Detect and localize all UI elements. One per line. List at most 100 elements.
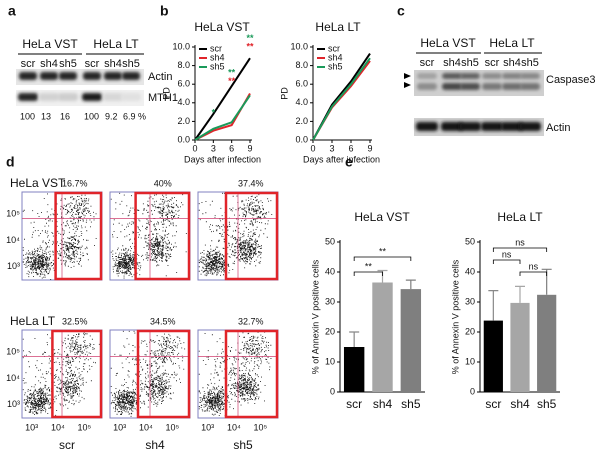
gate bbox=[134, 191, 191, 281]
error-bar bbox=[349, 331, 360, 347]
blot-band bbox=[441, 122, 463, 131]
y-tick-label: 30 bbox=[465, 296, 475, 306]
gate-percentage: 40% bbox=[154, 178, 172, 188]
flow-dots bbox=[198, 330, 272, 417]
y-tick-label: 2.0 bbox=[177, 116, 190, 126]
blot-band bbox=[501, 122, 523, 131]
x-tick-label: sh5 bbox=[401, 397, 421, 411]
significance-mark: ** bbox=[246, 33, 254, 43]
x-axis-tick: 10⁴ bbox=[139, 422, 153, 432]
blot-band bbox=[520, 73, 540, 79]
y-tick-label: 10.0 bbox=[172, 41, 190, 51]
blot-band bbox=[58, 93, 78, 101]
blot-band bbox=[442, 83, 462, 90]
lane-label: scr bbox=[420, 57, 435, 69]
blot-band bbox=[520, 83, 540, 90]
chart-title: HeLa LT bbox=[497, 210, 543, 224]
column-label: scr bbox=[59, 438, 75, 452]
gate bbox=[136, 329, 191, 419]
error-bar bbox=[488, 290, 499, 321]
lane-label: sh5 bbox=[59, 58, 77, 70]
significance-bracket bbox=[492, 247, 548, 252]
series-line bbox=[312, 57, 371, 141]
bar bbox=[400, 289, 422, 392]
error-bar bbox=[515, 285, 525, 303]
x-tick-label: 3 bbox=[211, 143, 216, 153]
column-label: sh5 bbox=[233, 438, 253, 452]
chart-title: HeLa VST bbox=[354, 210, 410, 224]
blot-band bbox=[442, 73, 462, 79]
significance-bracket bbox=[353, 271, 383, 276]
significance-bracket bbox=[519, 271, 548, 276]
error-bar bbox=[405, 279, 416, 290]
x-tick-label: scr bbox=[346, 397, 362, 411]
lane-label: sh4 bbox=[443, 57, 461, 69]
significance-mark: ns bbox=[529, 261, 539, 271]
y-tick-label: 10 bbox=[465, 356, 475, 366]
group-label: HeLa LT bbox=[489, 36, 535, 50]
lane-label: scr bbox=[21, 58, 36, 70]
legend-label: sh5 bbox=[210, 61, 225, 71]
lane-label: sh5 bbox=[122, 58, 140, 70]
x-tick-label: 9 bbox=[367, 143, 372, 153]
y-tick-label: 10 bbox=[325, 356, 335, 366]
x-axis-tick: 10³ bbox=[113, 422, 126, 432]
panel-label: b bbox=[160, 3, 169, 19]
blot-band bbox=[502, 73, 522, 79]
x-axis-tick: 10⁵ bbox=[166, 422, 180, 432]
x-tick-label: 6 bbox=[229, 143, 234, 153]
y-axis-label: % of Annexin V positive cells bbox=[310, 259, 320, 374]
gate-percentage: 16.7% bbox=[62, 178, 88, 188]
y-tick-label: 40 bbox=[465, 266, 475, 276]
chart-title: HeLa LT bbox=[315, 20, 361, 34]
legend-label: sh5 bbox=[328, 61, 343, 71]
significance-bracket bbox=[492, 259, 521, 264]
series-line bbox=[194, 94, 251, 141]
legend-label: scr bbox=[328, 43, 340, 53]
panel-label: a bbox=[8, 3, 16, 19]
blot-band bbox=[19, 72, 37, 80]
legend-label: scr bbox=[210, 43, 222, 53]
x-tick-label: 9 bbox=[247, 143, 252, 153]
bar bbox=[343, 347, 365, 392]
significance-mark: ** bbox=[228, 67, 236, 77]
quant-label: 100 bbox=[84, 111, 99, 121]
lane-label: sh5 bbox=[461, 57, 479, 69]
blot-band bbox=[459, 122, 481, 131]
y-tick-label: 0.0 bbox=[295, 134, 308, 144]
y-tick-label: 0 bbox=[330, 386, 335, 396]
y-tick-label: 30 bbox=[325, 296, 335, 306]
x-tick-label: 6 bbox=[348, 143, 353, 153]
blot-band bbox=[519, 122, 541, 131]
y-tick-label: 6.0 bbox=[177, 79, 190, 89]
flow-dots bbox=[110, 192, 187, 279]
gate bbox=[224, 329, 279, 419]
significance-mark: ** bbox=[365, 261, 373, 271]
band-label: Actin bbox=[148, 71, 172, 83]
blot-band bbox=[417, 83, 437, 90]
x-axis-label: Days after infection bbox=[184, 154, 261, 164]
x-tick-label: scr bbox=[485, 397, 501, 411]
blot-band bbox=[83, 72, 101, 80]
quant-label: 16 bbox=[60, 111, 70, 121]
blot-band bbox=[39, 93, 59, 101]
x-tick-label: 3 bbox=[329, 143, 334, 153]
x-tick-label: 0 bbox=[192, 143, 197, 153]
column-label: sh4 bbox=[145, 438, 165, 452]
gate bbox=[51, 329, 103, 419]
y-tick-label: 8.0 bbox=[295, 60, 308, 70]
quant-label: 13 bbox=[41, 111, 51, 121]
gate-percentage: 34.5% bbox=[150, 316, 176, 326]
blot-band bbox=[121, 93, 141, 101]
significance-mark: ** bbox=[246, 41, 254, 51]
blot-band bbox=[40, 72, 58, 80]
significance-mark: ns bbox=[502, 249, 512, 259]
blot-band bbox=[460, 83, 480, 90]
y-axis-label: PD bbox=[279, 87, 289, 100]
y-tick-label: 20 bbox=[325, 326, 335, 336]
quant-label: 100 bbox=[20, 111, 35, 121]
y-axis-tick: 10³ bbox=[7, 399, 20, 409]
x-axis-tick: 10³ bbox=[25, 422, 38, 432]
